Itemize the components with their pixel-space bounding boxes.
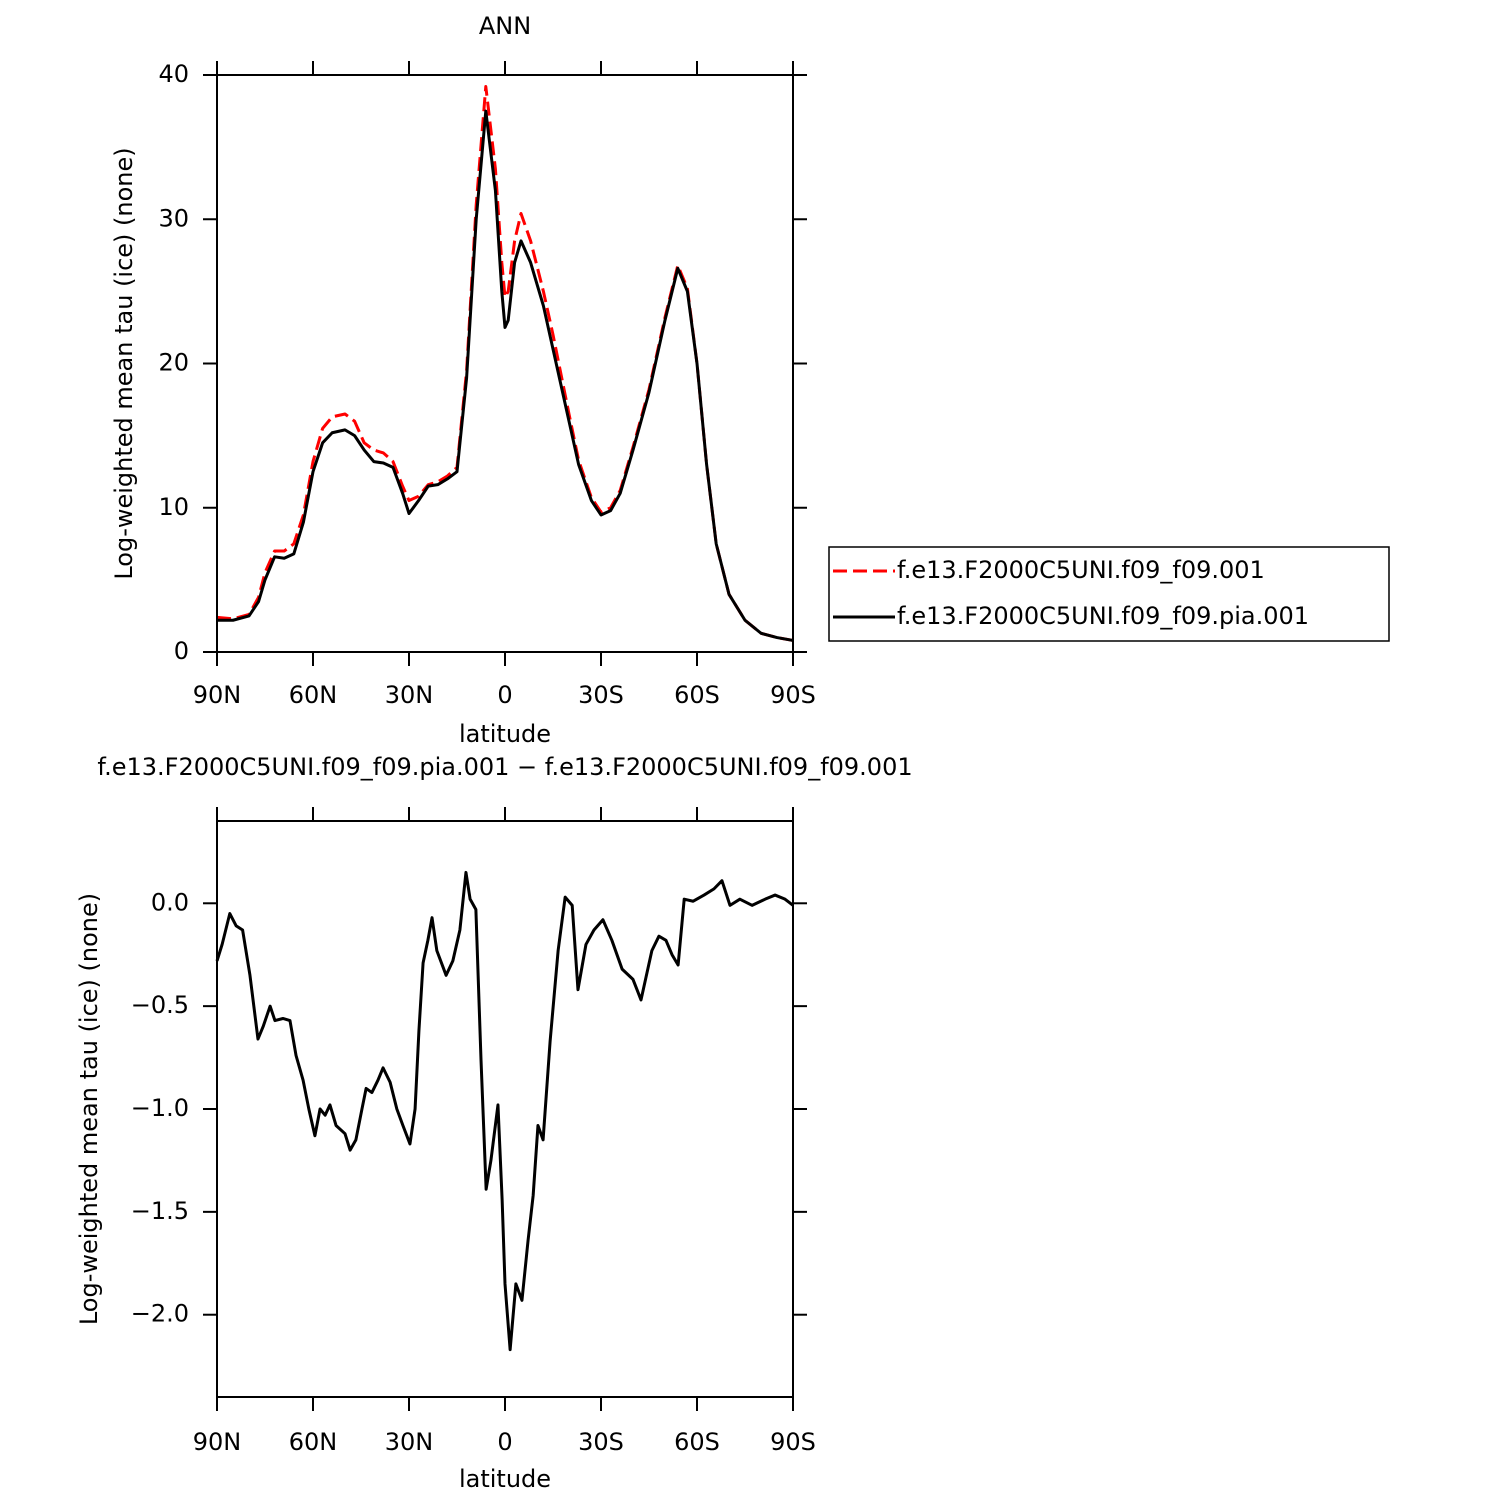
chart-title: f.e13.F2000C5UNI.f09_f09.pia.001 − f.e13…	[97, 753, 912, 781]
y-axis-label: Log-weighted mean tau (ice) (none)	[75, 893, 103, 1325]
x-tick-label: 90S	[770, 681, 816, 709]
y-tick-label: −1.0	[131, 1094, 189, 1122]
x-tick-label: 60N	[289, 681, 338, 709]
x-tick-label: 90N	[193, 1428, 242, 1456]
legend-box	[828, 546, 1390, 642]
data-line	[217, 109, 794, 642]
y-tick-label: 0.0	[151, 888, 189, 916]
x-axis-label: latitude	[459, 720, 551, 748]
x-tick-label: 60S	[674, 1428, 720, 1456]
x-tick-label: 60N	[289, 1428, 338, 1456]
x-tick-label: 30S	[578, 1428, 624, 1456]
x-tick-label: 30S	[578, 681, 624, 709]
y-tick-label: −2.0	[131, 1300, 189, 1328]
y-axis-label: Log-weighted mean tau (ice) (none)	[110, 147, 138, 579]
x-axis-label: latitude	[459, 1465, 551, 1493]
y-tick-label: 10	[158, 493, 189, 521]
legend-label: f.e13.F2000C5UNI.f09_f09.001	[897, 556, 1265, 584]
y-tick-label: −0.5	[131, 991, 189, 1019]
x-tick-label: 60S	[674, 681, 720, 709]
x-tick-label: 0	[497, 681, 512, 709]
legend-label: f.e13.F2000C5UNI.f09_f09.pia.001	[897, 602, 1309, 630]
y-tick-label: −1.5	[131, 1197, 189, 1225]
y-tick-label: 40	[158, 60, 189, 88]
x-tick-label: 0	[497, 1428, 512, 1456]
x-tick-label: 90N	[193, 681, 242, 709]
data-line	[216, 85, 794, 642]
plot-frame	[216, 820, 794, 1398]
x-tick-label: 30N	[385, 1428, 434, 1456]
x-tick-label: 30N	[385, 681, 434, 709]
data-line	[215, 870, 794, 1352]
x-tick-label: 90S	[770, 1428, 816, 1456]
chart-title: ANN	[479, 12, 531, 40]
y-tick-label: 20	[158, 349, 189, 377]
plot-frame	[216, 74, 794, 653]
y-tick-label: 0	[174, 637, 189, 665]
y-tick-label: 30	[158, 204, 189, 232]
